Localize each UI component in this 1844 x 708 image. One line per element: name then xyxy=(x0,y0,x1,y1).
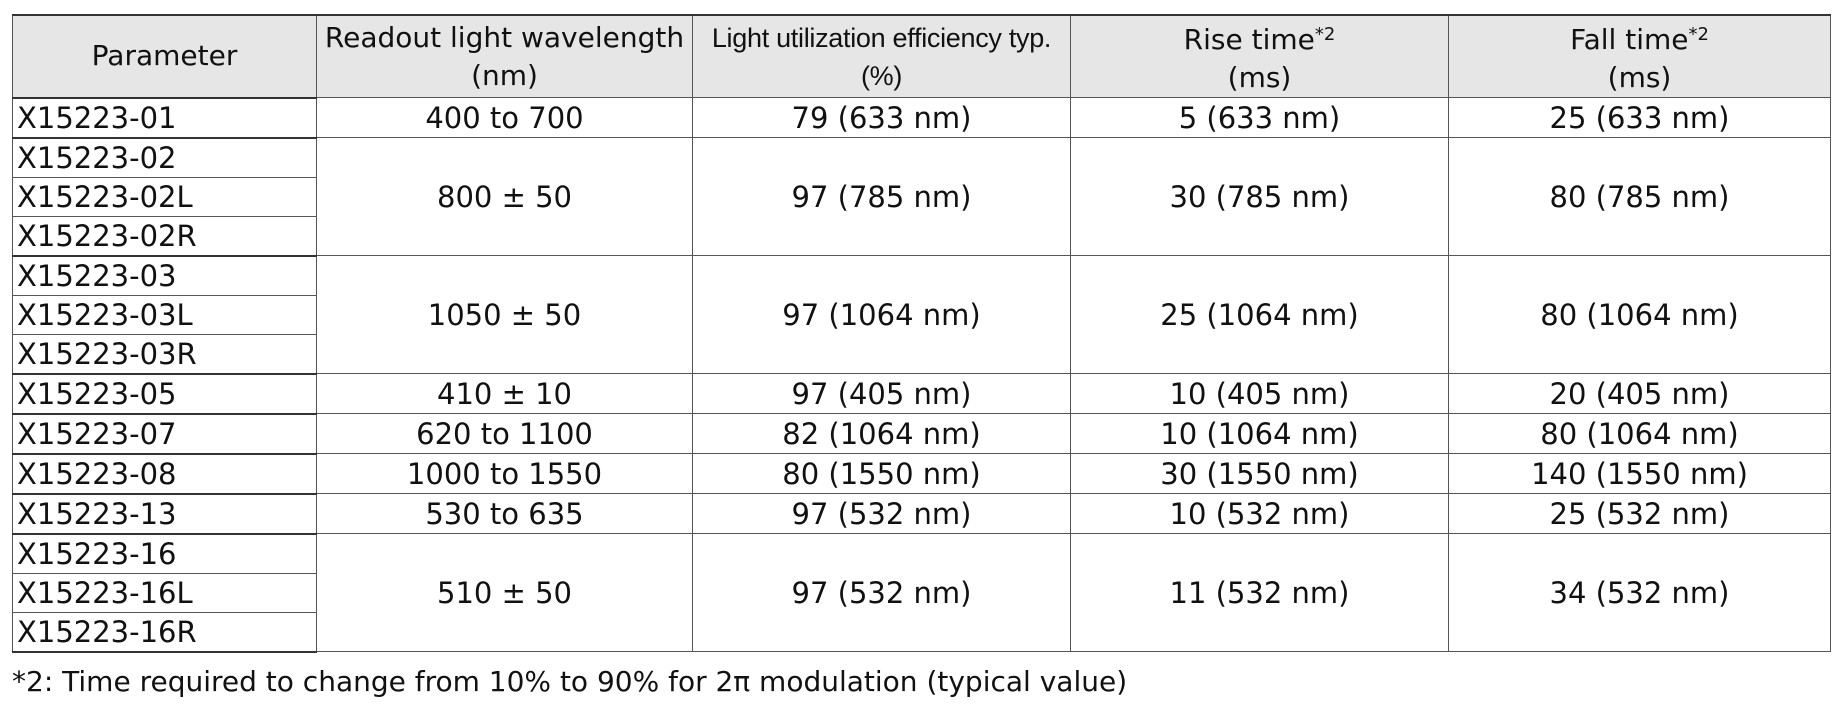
fall-time-cell: 25 (633 nm) xyxy=(1448,97,1831,138)
table-row: X15223-05 410 ± 10 97 (405 nm) 10 (405 nm) 2… xyxy=(12,372,1831,414)
table-row: X15223-03 1050 ± 50 97 (1064 nm) 25 (1064 n… xyxy=(12,254,1831,374)
wavelength-cell: 800 ± 50 xyxy=(316,137,693,256)
table-row: X15223-16 510 ± 50 97 (532 nm) 11 (532 nm) 3… xyxy=(12,532,1831,652)
fall-time-cell: 80 (1064 nm) xyxy=(1448,255,1831,374)
type-number-cell: X15223-02R xyxy=(12,215,317,256)
header-rise-time-unit: (ms) xyxy=(1227,61,1292,94)
wavelength-cell: 530 to 635 xyxy=(316,493,693,534)
rise-time-cell: 11 (532 nm) xyxy=(1070,533,1449,652)
efficiency-cell: 97 (532 nm) xyxy=(692,493,1071,534)
wavelength-cell: 620 to 1100 xyxy=(316,413,693,454)
table-row: X15223-16R xyxy=(12,611,1831,653)
header-parameter-label: Parameter xyxy=(91,39,238,73)
header-rise-time-label: Rise time xyxy=(1183,23,1315,56)
spec-table-container: Parameter Readout light wavelength (nm) … xyxy=(12,14,1831,653)
efficiency-cell: 97 (532 nm) xyxy=(692,533,1071,652)
type-number-cell: X15223-03L xyxy=(12,294,317,335)
rise-time-cell: 10 (532 nm) xyxy=(1070,493,1449,534)
table-row: X15223-07 620 to 1100 82 (1064 nm) 10 (1064… xyxy=(12,412,1831,454)
table-row: X15223-02R xyxy=(12,215,1831,256)
efficiency-cell: 82 (1064 nm) xyxy=(692,413,1071,454)
header-efficiency-label: Light utilization efficiency typ. xyxy=(711,22,1052,53)
table-row: X15223-02L xyxy=(12,176,1831,217)
spec-table: Parameter Readout light wavelength (nm) … xyxy=(12,14,1831,653)
table-row: X15223-08 1000 to 1550 80 (1550 nm) 30 (155… xyxy=(12,452,1831,494)
header-rise-time: Rise time*2 (ms) xyxy=(1070,14,1449,98)
table-header-row: Parameter Readout light wavelength (nm) … xyxy=(12,14,1831,98)
wavelength-cell: 400 to 700 xyxy=(316,97,693,138)
type-number-cell: X15223-16L xyxy=(12,572,317,613)
fall-time-cell: 80 (1064 nm) xyxy=(1448,413,1831,454)
type-number-cell: X15223-02 xyxy=(12,136,317,178)
efficiency-cell: 97 (1064 nm) xyxy=(692,255,1071,374)
table-row: X15223-01 400 to 700 79 (633 nm) 5 (633 nm)… xyxy=(12,96,1831,138)
type-number-cell: X15223-01 xyxy=(12,96,317,138)
header-wavelength: Readout light wavelength (nm) xyxy=(316,14,693,98)
header-fall-time-unit: (ms) xyxy=(1607,61,1672,94)
rise-time-cell: 10 (405 nm) xyxy=(1070,373,1449,414)
rise-time-cell: 10 (1064 nm) xyxy=(1070,413,1449,454)
header-fall-time-label: Fall time xyxy=(1570,23,1689,56)
wavelength-cell: 1000 to 1550 xyxy=(316,453,693,494)
efficiency-cell: 97 (405 nm) xyxy=(692,373,1071,414)
header-efficiency-unit: (%) xyxy=(860,60,903,91)
wavelength-cell: 410 ± 10 xyxy=(316,373,693,414)
header-efficiency: Light utilization efficiency typ. (%) xyxy=(692,14,1071,98)
header-wavelength-unit: (nm) xyxy=(471,58,538,92)
table-row: X15223-02 800 ± 50 97 (785 nm) 30 (785 nm) 8… xyxy=(12,136,1831,256)
rise-time-cell: 30 (1550 nm) xyxy=(1070,453,1449,494)
type-number-cell: X15223-13 xyxy=(12,492,317,534)
efficiency-cell: 79 (633 nm) xyxy=(692,97,1071,138)
type-number-cell: X15223-16 xyxy=(12,532,317,574)
fall-time-cell: 80 (785 nm) xyxy=(1448,137,1831,256)
fall-time-cell: 20 (405 nm) xyxy=(1448,373,1831,414)
type-number-cell: X15223-03 xyxy=(12,254,317,296)
header-wavelength-label: Readout light wavelength xyxy=(324,20,685,54)
efficiency-cell: 80 (1550 nm) xyxy=(692,453,1071,494)
type-number-cell: X15223-08 xyxy=(12,452,317,494)
rise-time-cell: 25 (1064 nm) xyxy=(1070,255,1449,374)
fall-time-cell: 25 (532 nm) xyxy=(1448,493,1831,534)
type-number-cell: X15223-05 xyxy=(12,372,317,414)
type-number-cell: X15223-03R xyxy=(12,333,317,374)
fall-time-cell: 140 (1550 nm) xyxy=(1448,453,1831,494)
rise-time-cell: 30 (785 nm) xyxy=(1070,137,1449,256)
footnote: *2: Time required to change from 10% to … xyxy=(12,665,1128,698)
spec-table-body: X15223-01 400 to 700 79 (633 nm) 5 (633 nm)… xyxy=(12,96,1831,653)
header-fall-time-footnote-ref: *2 xyxy=(1688,24,1709,45)
table-row: X15223-03L xyxy=(12,294,1831,335)
table-row: X15223-13 530 to 635 97 (532 nm) 10 (532 nm… xyxy=(12,492,1831,534)
header-fall-time: Fall time*2 (ms) xyxy=(1448,14,1831,98)
type-number-cell: X15223-07 xyxy=(12,412,317,454)
wavelength-cell: 1050 ± 50 xyxy=(316,255,693,374)
type-number-cell: X15223-02L xyxy=(12,176,317,217)
wavelength-cell: 510 ± 50 xyxy=(316,533,693,652)
header-rise-time-footnote-ref: *2 xyxy=(1314,24,1336,45)
header-parameter: Parameter xyxy=(12,14,317,98)
rise-time-cell: 5 (633 nm) xyxy=(1070,97,1449,138)
type-number-cell: X15223-16R xyxy=(12,611,317,653)
table-row: X15223-16L xyxy=(12,572,1831,613)
fall-time-cell: 34 (532 nm) xyxy=(1448,533,1831,652)
efficiency-cell: 97 (785 nm) xyxy=(692,137,1071,256)
